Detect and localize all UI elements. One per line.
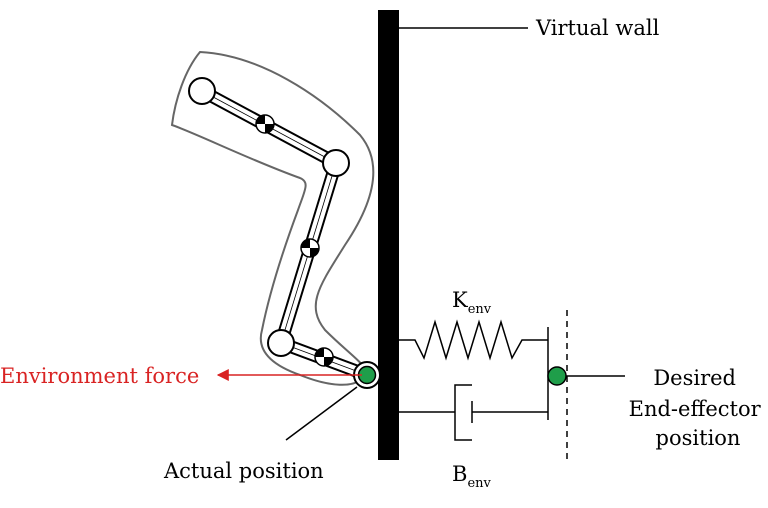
- k-env-label: Kenv: [452, 288, 492, 317]
- com-marker-lower-icon: [314, 347, 334, 367]
- virtual-wall: [378, 10, 399, 460]
- actual-position-label: Actual position: [163, 459, 324, 483]
- joint-shoulder: [188, 77, 216, 105]
- joint-elbow: [322, 149, 350, 177]
- com-marker-middle-icon: [300, 238, 320, 258]
- environment-force-label: Environment force: [0, 364, 199, 388]
- damper-b-env: [399, 384, 548, 441]
- virtual-wall-label: Virtual wall: [535, 16, 660, 40]
- b-env-label: Benv: [452, 462, 492, 491]
- com-marker-upper-icon: [255, 114, 275, 134]
- actual-position-leader: [285, 386, 358, 441]
- desired-position-marker: [547, 366, 567, 386]
- spring-k-env: [399, 319, 548, 361]
- arm-outline: [170, 50, 375, 386]
- joint-wrist: [267, 329, 295, 357]
- desired-position-label: Desired End-effector position: [629, 366, 768, 450]
